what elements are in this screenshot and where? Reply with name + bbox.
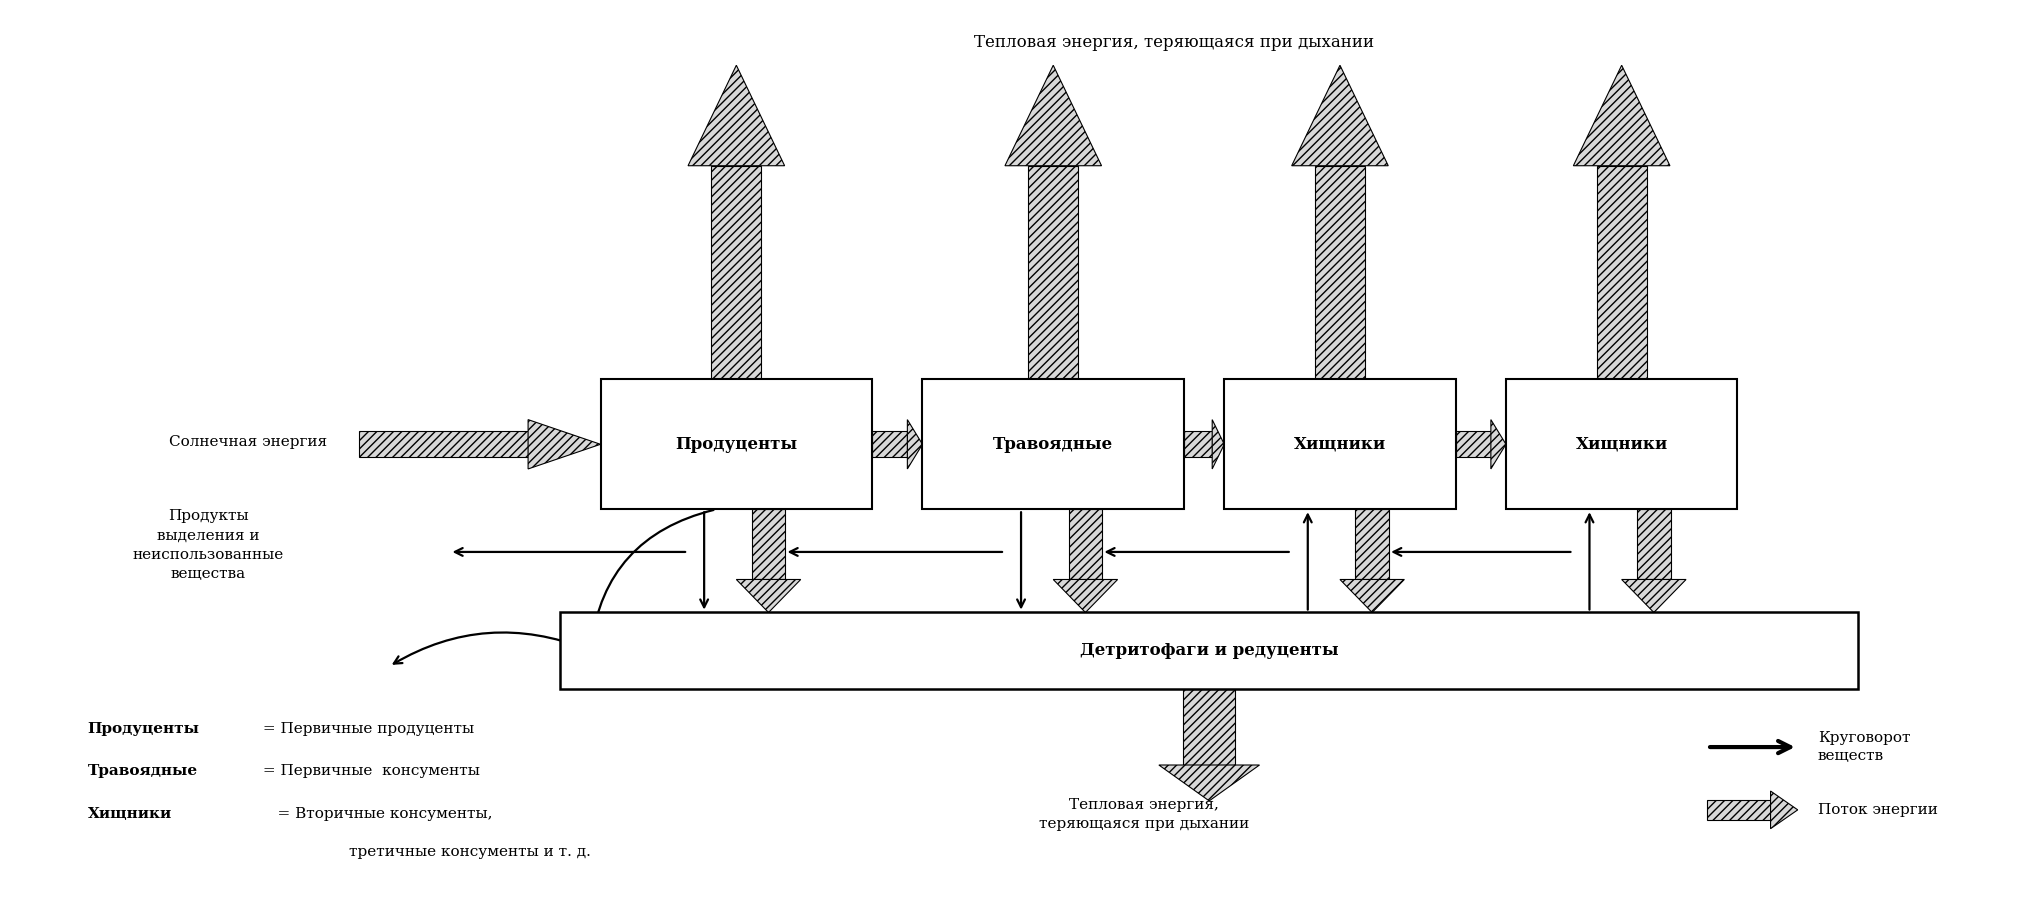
Polygon shape — [689, 66, 784, 166]
Bar — [1455, 432, 1491, 457]
Text: Хищники: Хищники — [1295, 435, 1386, 453]
Polygon shape — [1212, 420, 1224, 469]
Polygon shape — [1574, 66, 1669, 166]
Bar — [752, 509, 786, 579]
Polygon shape — [1293, 66, 1388, 166]
Bar — [1708, 800, 1771, 820]
Bar — [1596, 166, 1647, 379]
Text: Продуценты: Продуценты — [675, 435, 798, 453]
Bar — [1505, 379, 1738, 509]
Polygon shape — [1771, 791, 1797, 829]
Text: Тепловая энергия, теряющаяся при дыхании: Тепловая энергия, теряющаяся при дыхании — [975, 35, 1374, 51]
Polygon shape — [1005, 66, 1102, 166]
Polygon shape — [908, 420, 922, 469]
Bar — [359, 432, 529, 457]
Polygon shape — [1054, 579, 1118, 612]
Text: = Вторичные консументы,: = Вторичные консументы, — [259, 807, 492, 822]
Text: Солнечная энергия: Солнечная энергия — [170, 435, 328, 449]
Text: третичные консументы и т. д.: третичные консументы и т. д. — [348, 845, 592, 859]
Text: = Первичные  консументы: = Первичные консументы — [259, 764, 480, 778]
Bar — [1637, 509, 1671, 579]
Text: Поток энергии: Поток энергии — [1817, 803, 1937, 817]
Polygon shape — [1491, 420, 1505, 469]
Text: Детритофаги и редуценты: Детритофаги и редуценты — [1080, 642, 1339, 660]
Polygon shape — [1339, 579, 1404, 612]
Bar — [561, 612, 1858, 689]
Text: Продукты
выделения и
неиспользованные
вещества: Продукты выделения и неиспользованные ве… — [132, 509, 284, 581]
Polygon shape — [529, 420, 600, 469]
Text: Продуценты: Продуценты — [87, 722, 199, 736]
Bar — [1183, 689, 1236, 765]
Bar — [1068, 509, 1102, 579]
Bar — [922, 379, 1183, 509]
Bar — [871, 432, 908, 457]
Bar — [1027, 166, 1078, 379]
Text: Круговорот
веществ: Круговорот веществ — [1817, 732, 1911, 763]
Text: Травоядные: Травоядные — [993, 435, 1114, 453]
Bar — [1315, 166, 1366, 379]
Text: Хищники: Хищники — [1576, 435, 1667, 453]
Bar — [1183, 432, 1212, 457]
Bar — [1224, 379, 1455, 509]
Text: = Первичные продуценты: = Первичные продуценты — [259, 722, 474, 736]
Polygon shape — [735, 579, 800, 612]
Text: Хищники: Хищники — [87, 807, 172, 822]
Bar — [711, 166, 762, 379]
Text: Травоядные: Травоядные — [87, 764, 199, 778]
Bar — [600, 379, 871, 509]
Polygon shape — [1621, 579, 1686, 612]
Text: Тепловая энергия,
теряющаяся при дыхании: Тепловая энергия, теряющаяся при дыхании — [1039, 798, 1248, 831]
Polygon shape — [1159, 765, 1260, 801]
Bar — [1355, 509, 1390, 579]
